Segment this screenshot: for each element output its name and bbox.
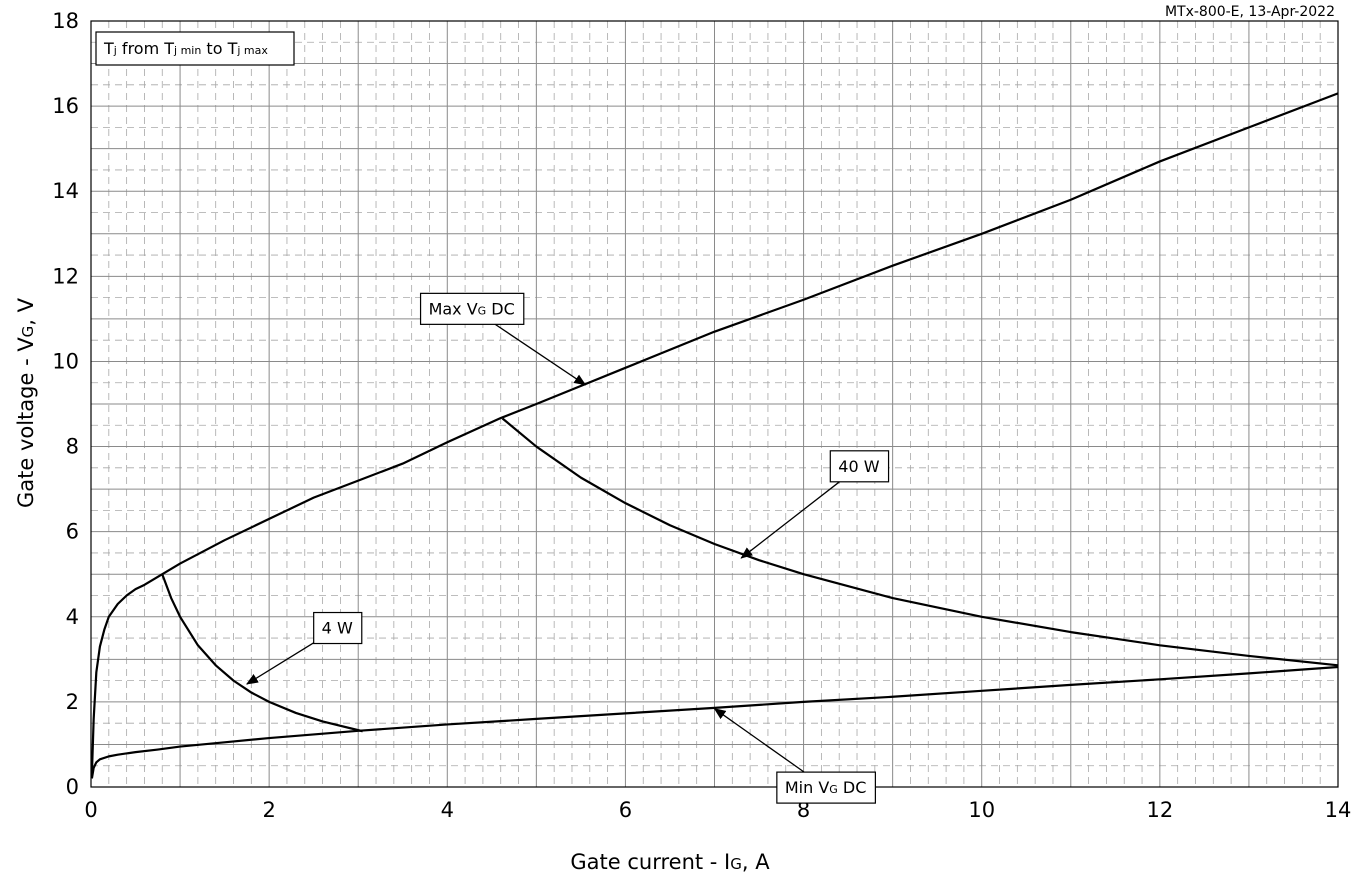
stamp-text: MTx-800-E, 13-Apr-2022 bbox=[1165, 4, 1335, 20]
annotation-arrow bbox=[713, 708, 805, 773]
series-line-0 bbox=[90, 92, 1339, 775]
x-tick-label: 4 bbox=[441, 798, 454, 822]
y-axis-title: Gate voltage - VG, V bbox=[14, 297, 38, 508]
annotations: Max VG DC Min VG DC 4 W 40 W bbox=[246, 292, 890, 804]
series-line-2 bbox=[161, 573, 363, 733]
y-tick-label: 14 bbox=[52, 179, 79, 203]
annotation-arrow bbox=[246, 642, 315, 685]
legend-box: Tj from Tj min to Tj max bbox=[95, 31, 295, 66]
x-tick-label: 6 bbox=[619, 798, 632, 822]
y-tick-label: 2 bbox=[66, 690, 79, 714]
annotation-box bbox=[776, 771, 876, 804]
y-tick-label: 4 bbox=[66, 605, 79, 629]
y-tick-label: 12 bbox=[52, 264, 79, 288]
annotation-label: 40 W bbox=[838, 457, 879, 476]
annotation-label: Min VG DC bbox=[785, 778, 867, 797]
annotation-box bbox=[313, 611, 363, 645]
tick-labels: 0 2 4 6 8 10 12 14 0 2 4 6 8 10 12 14 16 18 bbox=[52, 9, 1351, 822]
y-tick-label: 16 bbox=[52, 94, 79, 118]
x-tick-label: 8 bbox=[797, 798, 810, 822]
annotation-arrow bbox=[494, 323, 587, 386]
annotation-box bbox=[829, 450, 890, 483]
x-tick-label: 14 bbox=[1325, 798, 1352, 822]
annotation-p4: 4 W bbox=[246, 611, 363, 685]
x-tick-label: 0 bbox=[84, 798, 97, 822]
y-tick-label: 6 bbox=[66, 520, 79, 544]
annotation-label: 4 W bbox=[322, 619, 353, 638]
plot-frame bbox=[90, 20, 1339, 788]
x-axis-title: Gate current - IG, A bbox=[570, 850, 770, 874]
annotation-arrow bbox=[740, 481, 840, 559]
series-line-3 bbox=[501, 417, 1339, 667]
y-tick-label: 0 bbox=[66, 775, 79, 799]
x-tick-label: 10 bbox=[968, 798, 995, 822]
y-tick-label: 10 bbox=[52, 349, 79, 373]
y-tick-label: 8 bbox=[66, 435, 79, 459]
series-layer bbox=[90, 92, 1339, 779]
x-tick-label: 12 bbox=[1146, 798, 1173, 822]
annotation-label: Max VG DC bbox=[429, 299, 515, 318]
y-tick-label: 18 bbox=[52, 9, 79, 33]
annotation-p40: 40 W bbox=[740, 450, 890, 559]
x-tick-label: 2 bbox=[262, 798, 275, 822]
major-grid bbox=[90, 20, 1339, 788]
annotation-max: Max VG DC bbox=[419, 292, 587, 386]
legend-text: Tj from Tj min to Tj max bbox=[103, 39, 268, 58]
annotation-box bbox=[419, 292, 525, 325]
annotation-min: Min VG DC bbox=[713, 708, 876, 804]
